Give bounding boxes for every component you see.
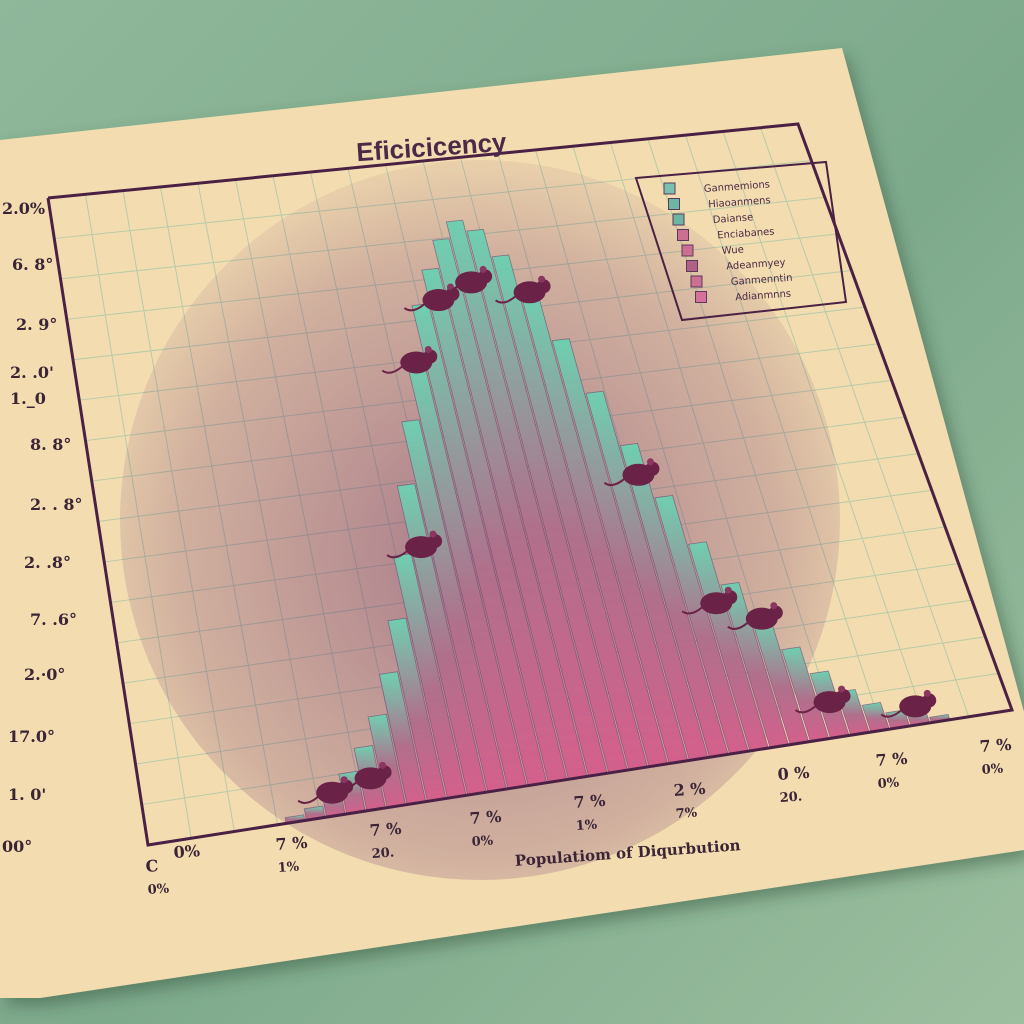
y-tick-label: 2.·0° [24, 665, 65, 684]
legend-swatch [690, 275, 703, 288]
legend-label: Daianse [712, 212, 753, 226]
x-tick-label: C [145, 856, 159, 876]
x-tick-sublabel: 7% [675, 805, 698, 822]
legend-swatch [663, 182, 676, 195]
y-tick-label: 00° [2, 837, 32, 856]
x-tick-sublabel: 0% [147, 881, 170, 898]
y-tick-label: 2.0% [2, 199, 45, 218]
x-tick-sublabel: 0% [877, 775, 900, 792]
legend-swatch [686, 260, 698, 272]
x-tick-label: 7 % [275, 833, 308, 854]
mouse-icon [681, 586, 738, 615]
y-tick-label: 6. 8° [12, 255, 53, 274]
mouse-icon [880, 689, 937, 718]
x-axis-ticks: C 0% 0% 7 % 1% 7 % 20. 7 % 0% 7 % 1% 2 % 7% 0 % 20. 7 %… [145, 735, 1012, 898]
x-tick-sublabel: 20. [371, 845, 395, 862]
x-tick-label: 0 % [777, 763, 810, 784]
legend-box [634, 160, 848, 322]
plot-area [47, 123, 1013, 880]
legend-swatch [668, 198, 680, 210]
x-tick-sublabel: 20. [779, 789, 803, 806]
y-tick-label: 17.0° [8, 727, 55, 746]
legend-label: Ganmenntin [730, 273, 792, 288]
x-tick-label: 7 % [369, 819, 402, 840]
x-tick-sublabel: 0% [981, 761, 1004, 778]
plot-frame [46, 122, 1015, 847]
mice-group [297, 265, 937, 804]
legend-swatch [681, 244, 694, 257]
legend-label: Enciabanes [717, 227, 775, 242]
x-tick-label: 7 % [979, 735, 1012, 756]
y-tick-label: 8. 8° [30, 435, 71, 454]
legend-label: Ganmemions [703, 179, 770, 195]
y-tick-label: 2. 9° [16, 315, 57, 334]
legend-swatch [695, 291, 707, 303]
mouse-icon [381, 345, 438, 374]
bars-group [284, 219, 951, 824]
x-tick-label: 0% [173, 841, 201, 862]
x-tick-label: 7 % [469, 807, 502, 828]
mouse-icon [603, 458, 660, 487]
mouse-icon [794, 685, 851, 714]
x-tick-label: 2 % [673, 779, 706, 800]
mouse-icon [727, 602, 783, 630]
mouse-icon [494, 275, 551, 304]
legend-label: Adianmnns [735, 289, 792, 304]
x-tick-label: 7 % [875, 749, 908, 770]
x-tick-sublabel: 1% [277, 859, 300, 876]
y-tick-label: 7. .6° [30, 610, 77, 629]
y-tick-label: 2. .0' [10, 363, 54, 382]
y-tick-label: 2. .8° [24, 553, 71, 572]
x-tick-sublabel: 0% [471, 833, 494, 850]
y-tick-label: 1._0 [10, 389, 46, 408]
legend-label: Hiaoanmens [708, 195, 771, 210]
mouse-icon [386, 530, 443, 559]
mouse-icon [436, 265, 493, 294]
legend-swatch [672, 213, 685, 226]
mouse-icon [335, 761, 392, 790]
y-axis-ticks: 00° 1. 0' 17.0° 2.·0° 7. .6° 2. .8° 2. . 8° 8. … [2, 199, 83, 856]
x-tick-sublabel: 1% [575, 817, 598, 834]
legend-label: Wue [721, 244, 744, 257]
y-tick-label: 2. . 8° [30, 495, 83, 514]
x-tick-label: 7 % [573, 791, 606, 812]
y-tick-label: 1. 0' [8, 785, 46, 804]
legend-label: Adeanmyey [726, 257, 786, 272]
legend-swatch [677, 229, 689, 241]
